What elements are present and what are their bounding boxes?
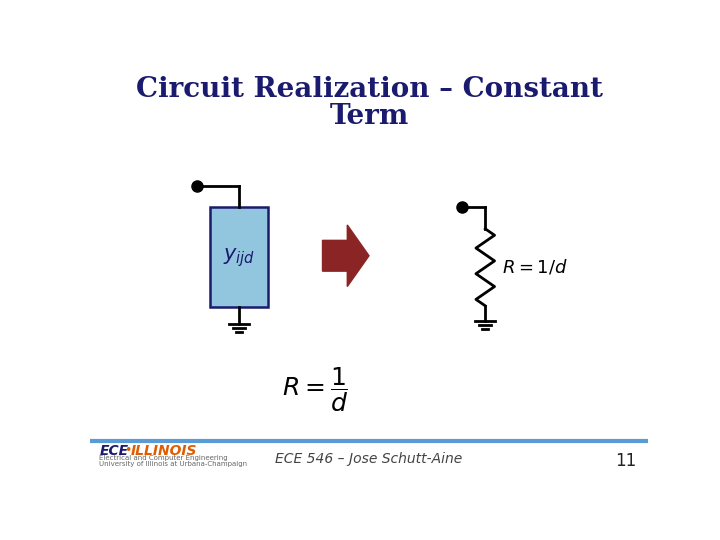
Text: ECE 546 – Jose Schutt-Aine: ECE 546 – Jose Schutt-Aine bbox=[275, 452, 463, 466]
Text: ILLINOIS: ILLINOIS bbox=[130, 444, 197, 458]
Text: ECE: ECE bbox=[99, 444, 128, 458]
Text: •: • bbox=[124, 444, 132, 457]
Text: University of Illinois at Urbana-Champaign: University of Illinois at Urbana-Champai… bbox=[99, 461, 248, 467]
Text: $R = \dfrac{1}{d}$: $R = \dfrac{1}{d}$ bbox=[282, 365, 348, 414]
Text: $y_{ijd}$: $y_{ijd}$ bbox=[223, 246, 256, 269]
Text: 11: 11 bbox=[615, 452, 636, 470]
Text: Circuit Realization – Constant: Circuit Realization – Constant bbox=[135, 76, 603, 103]
Bar bbox=[210, 207, 269, 307]
Text: Term: Term bbox=[329, 103, 409, 130]
Text: Electrical and Computer Engineering: Electrical and Computer Engineering bbox=[99, 455, 228, 461]
Polygon shape bbox=[323, 225, 369, 287]
Text: $R=1/d$: $R=1/d$ bbox=[503, 258, 568, 277]
